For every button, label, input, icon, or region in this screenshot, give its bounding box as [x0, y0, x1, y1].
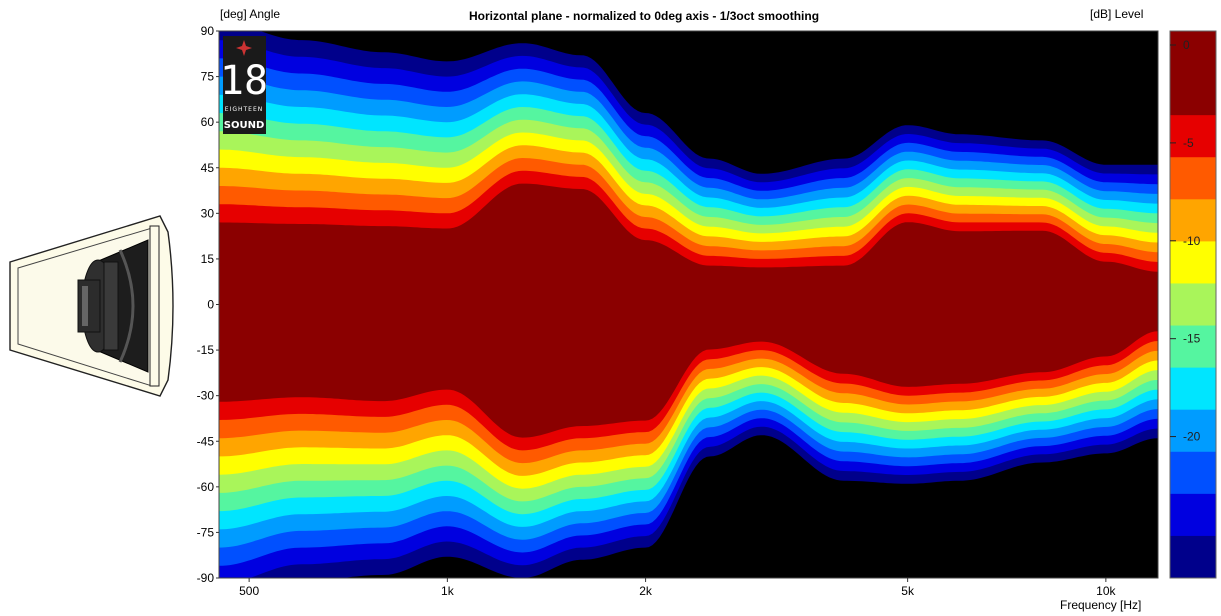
- colorbar-segment: [1170, 241, 1216, 284]
- colorbar-label: [dB] Level: [1090, 7, 1144, 21]
- colorbar-tick-label: 0: [1183, 38, 1190, 52]
- colorbar-frame: [1169, 30, 1217, 579]
- x-axis: 500 1k 2k 5k 10k: [239, 578, 1117, 598]
- y-tick-label: -30: [197, 389, 215, 403]
- colorbar-segment: [1170, 283, 1216, 327]
- y-tick-label: -45: [197, 434, 215, 448]
- eighteen-sound-logo: 18 EIGHTEEN SOUND: [220, 36, 268, 134]
- colorbar-segment: [1170, 115, 1216, 158]
- y-axis-label: [deg] Angle: [220, 7, 281, 21]
- colorbar-segment: [1170, 73, 1216, 116]
- colorbar-tick-label: -10: [1183, 234, 1201, 248]
- horn-loaded-woofer-icon: [9, 215, 174, 397]
- x-tick-label: 500: [239, 584, 259, 598]
- x-tick-label: 2k: [639, 584, 653, 598]
- y-tick-label: 30: [201, 206, 215, 220]
- y-tick-label: 90: [201, 24, 215, 38]
- y-tick-label: -15: [197, 343, 215, 357]
- y-tick-label: 60: [201, 115, 215, 129]
- contour-band-0: [219, 183, 1158, 438]
- x-tick-label: 5k: [901, 584, 915, 598]
- star-icon: [236, 40, 252, 56]
- logo-line1: EIGHTEEN: [225, 106, 263, 113]
- y-tick-label: 75: [201, 70, 215, 84]
- colorbar-segment: [1170, 199, 1216, 242]
- colorbar-segment: [1170, 325, 1216, 369]
- colorbar-tick-label: -5: [1183, 136, 1194, 150]
- y-tick-label: 45: [201, 161, 215, 175]
- colorbar-segment: [1170, 409, 1216, 453]
- y-tick-label: 15: [201, 252, 215, 266]
- logo-line2: SOUND: [224, 120, 265, 131]
- colorbar-tick-label: -15: [1183, 332, 1201, 346]
- colorbar-segment: [1170, 493, 1216, 537]
- colorbar-segment: [1170, 367, 1216, 411]
- x-tick-label: 10k: [1096, 584, 1116, 598]
- y-tick-label: -75: [197, 525, 215, 539]
- colorbar-segment: [1170, 535, 1216, 579]
- y-tick-label: 0: [207, 298, 214, 312]
- colorbar: 0 -5 -10 -15 -20: [1169, 30, 1217, 579]
- colorbar-segment: [1170, 157, 1216, 200]
- x-tick-label: 1k: [441, 584, 455, 598]
- colorbar-tick-label: -20: [1183, 430, 1201, 444]
- y-tick-label: -60: [197, 480, 215, 494]
- x-axis-label: Frequency [Hz]: [1060, 598, 1142, 612]
- logo-number: 18: [220, 58, 268, 104]
- chart-title: Horizontal plane - normalized to 0deg ax…: [469, 9, 820, 23]
- contour-layer: [219, 31, 1158, 578]
- colorbar-segment: [1170, 451, 1216, 495]
- y-tick-label: -90: [197, 571, 215, 585]
- y-axis: 90 75 60 45 30 15 0 -15 -30 -45 -60 -75 -90: [197, 24, 219, 585]
- colorbar-segment: [1170, 31, 1216, 74]
